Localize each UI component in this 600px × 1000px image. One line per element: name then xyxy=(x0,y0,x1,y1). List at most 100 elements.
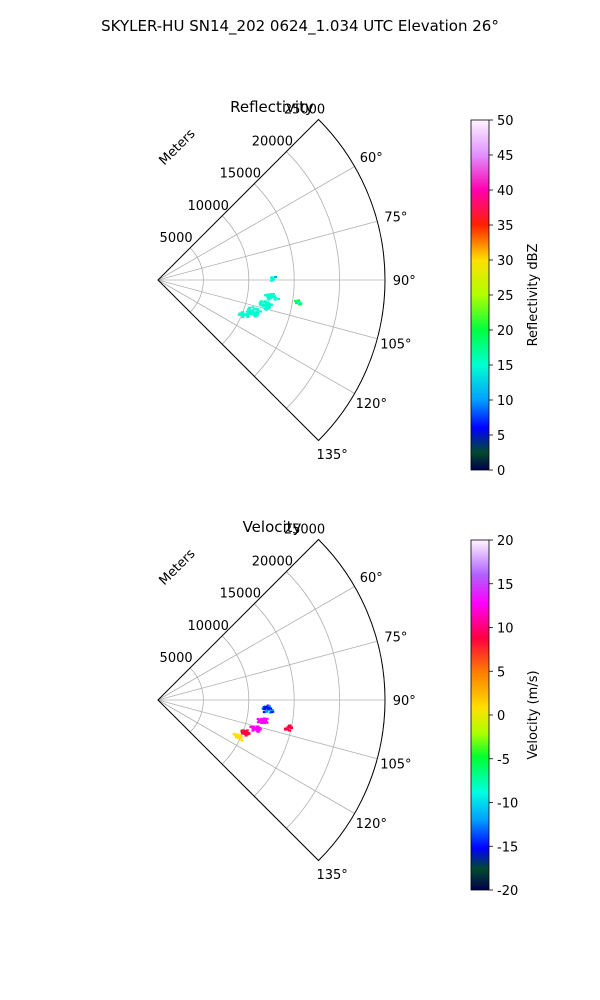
panel-reflectivity: Reflectivity 5000 10000 15000 20000 25000 60° 7… xyxy=(157,98,541,479)
data-point xyxy=(234,736,238,739)
data-point xyxy=(297,299,301,302)
colorbar-tick-label: 35 xyxy=(497,219,514,234)
data-point xyxy=(263,706,267,709)
theta-tick-label: 120° xyxy=(356,817,387,832)
data-point xyxy=(269,303,273,306)
data-point xyxy=(286,728,290,731)
data-point xyxy=(267,298,271,301)
theta-tick-label: 90° xyxy=(393,694,416,709)
data-point xyxy=(238,313,242,316)
data-point xyxy=(244,734,248,737)
data-point xyxy=(246,308,250,311)
data-point xyxy=(258,728,262,731)
data-point xyxy=(256,721,260,724)
data-point xyxy=(284,728,288,731)
colorbar-tick-label: 40 xyxy=(497,184,514,199)
data-point xyxy=(240,739,244,742)
r-tick-label: 25000 xyxy=(284,102,325,117)
data-point xyxy=(262,707,266,710)
data-point xyxy=(289,727,293,730)
data-point xyxy=(272,295,276,298)
r-tick-label: 20000 xyxy=(252,555,293,570)
data-point xyxy=(258,726,262,729)
data-point xyxy=(258,719,262,722)
theta-tick-label: 75° xyxy=(384,210,407,225)
data-point xyxy=(250,310,254,313)
polar-frame xyxy=(157,538,386,862)
theta-gridline xyxy=(157,166,355,281)
panel-velocity: Velocity 5000 10000 15000 20000 25000 60° 75° 90… xyxy=(157,518,541,899)
data-point xyxy=(265,710,269,713)
data-point xyxy=(269,296,273,299)
data-point xyxy=(245,312,249,315)
colorbar-tick-label: 20 xyxy=(497,534,514,549)
data-point xyxy=(252,728,256,731)
data-point xyxy=(258,301,262,304)
data-point xyxy=(252,725,256,728)
r-tick-label: 15000 xyxy=(220,587,261,602)
data-point xyxy=(246,733,250,736)
data-point xyxy=(251,312,255,315)
colorbar-tick-label: 5 xyxy=(497,429,505,444)
theta-gridline xyxy=(157,586,355,701)
theta-tick-label: 135° xyxy=(316,448,347,463)
data-point xyxy=(267,306,271,309)
theta-tick-label: 105° xyxy=(380,338,411,353)
data-point xyxy=(272,292,276,295)
theta-tick-label: 75° xyxy=(384,630,407,645)
theta-tick-label: 60° xyxy=(360,151,383,166)
data-point xyxy=(255,726,259,729)
data-point xyxy=(296,301,300,304)
data-point xyxy=(273,298,277,301)
data-point xyxy=(295,302,299,305)
data-point xyxy=(253,312,257,315)
r-tick-label: 10000 xyxy=(188,619,229,634)
data-point xyxy=(252,308,256,311)
data-point xyxy=(243,732,247,735)
r-axis-label: Meters xyxy=(157,546,199,588)
data-point xyxy=(241,316,245,319)
colorbar-tick-label: 10 xyxy=(497,394,514,409)
colorbar-tick-label: 20 xyxy=(497,324,514,339)
data-point xyxy=(274,296,278,299)
data-point xyxy=(265,307,269,310)
data-point xyxy=(259,304,263,307)
data-point xyxy=(252,727,256,730)
r-axis-label: Meters xyxy=(157,126,199,168)
colorbar xyxy=(470,119,490,471)
data-point xyxy=(250,309,254,312)
colorbar-tick-label: 25 xyxy=(497,289,514,304)
colorbar-tick-label: -10 xyxy=(497,797,518,812)
colorbar-tick-label: -20 xyxy=(497,884,518,899)
data-point xyxy=(245,310,249,313)
data-point xyxy=(254,307,258,310)
data-point xyxy=(260,719,264,722)
data-point xyxy=(270,709,274,712)
data-point xyxy=(298,303,302,306)
figure-title: SKYLER-HU SN14_202 0624_1.034 UTC Elevat… xyxy=(101,17,499,36)
colorbar-tick-label: 30 xyxy=(497,254,514,269)
colorbar-tick-label: 45 xyxy=(497,149,514,164)
theta-tick-label: 135° xyxy=(316,868,347,883)
theta-gridline xyxy=(157,279,355,394)
data-point xyxy=(264,308,268,311)
panel-title: Reflectivity xyxy=(230,98,314,116)
data-point xyxy=(270,711,274,714)
data-point xyxy=(261,304,265,307)
data-point xyxy=(262,711,266,714)
colorbar-tick-label: 15 xyxy=(497,359,514,374)
theta-tick-label: 105° xyxy=(380,758,411,773)
data-point xyxy=(293,299,297,302)
data-point xyxy=(245,729,249,732)
colorbar-tick-label: 15 xyxy=(497,578,514,593)
data-point xyxy=(260,721,264,724)
data-point xyxy=(256,717,260,720)
data-point xyxy=(263,300,267,303)
data-point xyxy=(268,708,272,711)
data-point xyxy=(269,279,273,282)
data-point xyxy=(257,728,261,731)
data-point xyxy=(266,293,270,296)
data-point xyxy=(248,306,252,309)
data-point xyxy=(243,731,247,734)
